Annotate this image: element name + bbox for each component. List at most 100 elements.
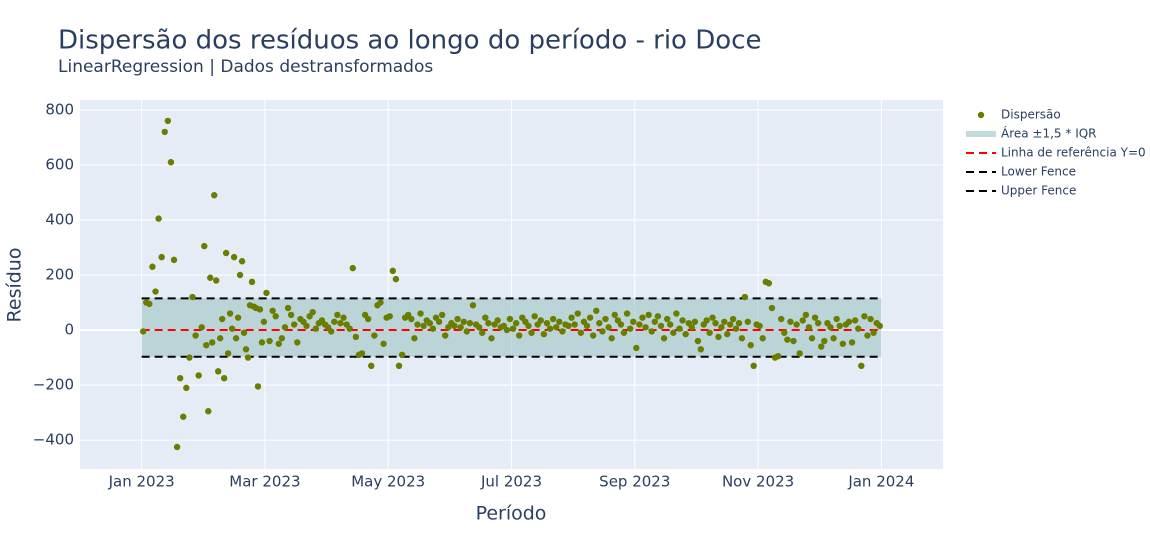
scatter-point xyxy=(870,329,877,336)
scatter-point xyxy=(386,313,393,320)
scatter-point xyxy=(759,335,766,342)
scatter-point xyxy=(256,306,264,313)
scatter-point xyxy=(516,332,523,339)
scatter-point xyxy=(479,329,486,336)
scatter-point xyxy=(858,362,865,370)
scatter-point xyxy=(540,330,548,338)
scatter-point xyxy=(577,329,585,336)
scatter-point xyxy=(528,329,535,336)
scatter-point xyxy=(183,384,190,392)
scatter-point xyxy=(756,322,763,330)
scatter-point xyxy=(738,335,746,342)
scatter-point xyxy=(645,311,652,319)
x-tick-label: Jan 2024 xyxy=(847,473,914,491)
scatter-point xyxy=(565,322,572,330)
scatter-point xyxy=(244,354,252,361)
y-tick-label: 800 xyxy=(45,100,74,118)
scatter-point xyxy=(438,311,446,319)
scatter-point xyxy=(617,321,625,328)
scatter-point xyxy=(275,340,282,347)
scatter-point xyxy=(392,275,400,283)
scatter-point xyxy=(811,314,819,321)
scatter-point xyxy=(207,274,214,281)
scatter-point xyxy=(744,318,751,325)
scatter-point xyxy=(228,325,236,332)
scatter-point xyxy=(574,310,581,317)
scatter-point xyxy=(389,267,397,275)
scatter-point xyxy=(729,315,737,323)
scatter-point xyxy=(706,329,713,336)
scatter-point xyxy=(371,332,378,339)
scatter-point xyxy=(466,319,474,327)
y-tick-label: −400 xyxy=(33,431,74,449)
scatter-point xyxy=(660,335,668,342)
scatter-point xyxy=(358,350,366,357)
scatter-point xyxy=(732,325,740,332)
scatter-point xyxy=(164,117,172,125)
scatter-point xyxy=(836,322,843,330)
scatter-point xyxy=(380,340,387,347)
scatter-point xyxy=(398,351,406,359)
scatter-point xyxy=(654,313,662,320)
scatter-point xyxy=(821,337,828,345)
scatter-point xyxy=(180,413,187,420)
x-tick-label: Sep 2023 xyxy=(599,473,670,491)
scatter-point xyxy=(395,362,403,370)
scatter-point xyxy=(867,315,874,323)
legend-label: Upper Fence xyxy=(1001,184,1076,198)
scatter-point xyxy=(454,315,461,323)
scatter-point xyxy=(688,324,696,331)
scatter-point xyxy=(232,335,240,342)
scatter-point xyxy=(663,315,671,323)
scatter-point xyxy=(195,372,202,379)
scatter-point xyxy=(155,215,162,222)
x-tick-label: Jul 2023 xyxy=(480,473,542,491)
scatter-point xyxy=(602,315,609,323)
scatter-point xyxy=(463,328,471,335)
scatter-point xyxy=(211,192,218,199)
scatter-point xyxy=(855,325,862,332)
y-tick-label: 0 xyxy=(64,321,74,339)
scatter-point xyxy=(167,158,175,166)
scatter-point xyxy=(765,280,773,287)
scatter-point xyxy=(839,340,847,347)
scatter-point xyxy=(709,314,716,321)
scatter-point xyxy=(543,319,551,327)
scatter-point xyxy=(512,319,520,327)
y-tick-label: −200 xyxy=(33,376,74,394)
scatter-point xyxy=(833,315,840,323)
scatter-point xyxy=(694,337,702,345)
x-tick-label: May 2023 xyxy=(351,473,425,491)
scatter-point xyxy=(349,264,356,272)
scatter-point xyxy=(642,324,649,331)
scatter-point xyxy=(414,321,421,328)
scatter-point xyxy=(340,314,347,321)
scatter-point xyxy=(790,337,797,345)
scatter-point xyxy=(808,335,816,342)
scatter-point xyxy=(799,317,806,324)
scatter-point xyxy=(571,321,578,328)
scatter-point xyxy=(214,368,222,375)
scatter-point xyxy=(224,350,232,357)
scatter-point xyxy=(272,313,279,320)
scatter-point xyxy=(158,253,165,261)
scatter-point xyxy=(676,325,683,332)
scatter-point xyxy=(236,271,244,279)
scatter-point xyxy=(364,315,372,323)
scatter-point xyxy=(352,333,360,341)
scatter-point xyxy=(149,263,156,270)
scatter-point xyxy=(626,325,634,332)
scatter-point xyxy=(294,339,301,346)
scatter-point xyxy=(460,318,467,325)
scatter-point xyxy=(213,277,220,284)
chart-subtitle: LinearRegression | Dados destransformado… xyxy=(58,57,433,77)
scatter-point xyxy=(503,326,511,334)
scatter-point xyxy=(170,256,178,264)
scatter-point xyxy=(796,350,803,357)
scatter-point xyxy=(814,319,822,327)
scatter-point xyxy=(679,317,686,324)
scatter-point xyxy=(469,302,477,309)
scatter-point xyxy=(848,339,856,346)
scatter-point xyxy=(851,317,859,324)
